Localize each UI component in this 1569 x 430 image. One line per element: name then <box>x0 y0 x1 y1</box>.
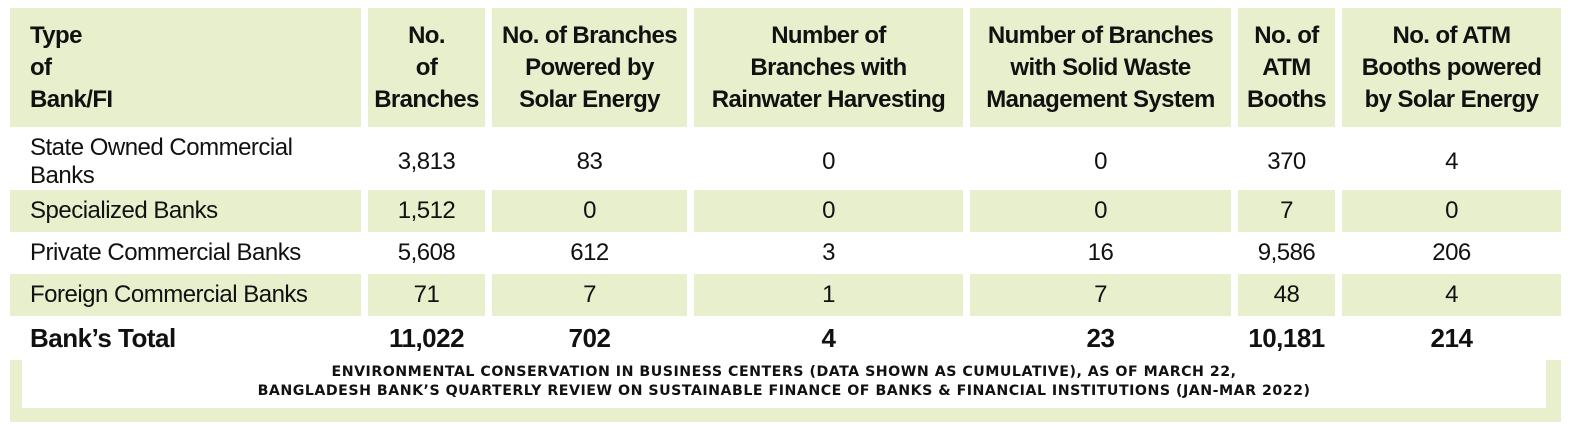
branches-table: Type of Bank/FI No. of Branches No. of Branc… <box>10 8 1561 360</box>
table-row: State Owned Commercial Banks 3,813 83 0 … <box>10 134 1561 190</box>
table-row: Specialized Banks 1,512 0 0 0 7 0 <box>10 190 1561 232</box>
atm-booths-cell: 9,586 <box>1238 232 1342 274</box>
header-rainwater-label: Number of Branches with Rainwater Harvesti… <box>711 21 946 113</box>
bank-type-cell: Specialized Banks <box>10 190 368 232</box>
header-solid-waste-label: Number of Branches with Solid Waste Manage… <box>986 21 1215 113</box>
branches-cell: 3,813 <box>368 134 492 190</box>
header-row: Type of Bank/FI No. of Branches No. of Branc… <box>10 8 1561 134</box>
solar-branches-cell: 7 <box>492 274 694 316</box>
header-rainwater: Number of Branches with Rainwater Harvesti… <box>694 8 970 134</box>
total-solid-waste-cell: 23 <box>970 316 1238 360</box>
solid-waste-cell: 0 <box>970 190 1238 232</box>
solar-atm-cell: 4 <box>1342 134 1561 190</box>
solar-atm-cell: 206 <box>1342 232 1561 274</box>
solar-branches-cell: 83 <box>492 134 694 190</box>
table-row: Private Commercial Banks 5,608 612 3 16 … <box>10 232 1561 274</box>
bank-type-cell: State Owned Commercial Banks <box>10 134 368 190</box>
branches-cell: 71 <box>368 274 492 316</box>
caption-line-1: ENVIRONMENTAL CONSERVATION IN BUSINESS C… <box>331 364 1237 380</box>
header-solar-atm-label: No. of ATM Booths powered by Solar Energy <box>1361 21 1542 113</box>
rainwater-cell: 0 <box>694 134 970 190</box>
source-caption: ENVIRONMENTAL CONSERVATION IN BUSINESS C… <box>22 357 1546 408</box>
header-solar-branches: No. of Branches Powered by Solar Energy <box>492 8 694 134</box>
total-branches-cell: 11,022 <box>368 316 492 360</box>
solar-branches-cell: 0 <box>492 190 694 232</box>
total-solar-atm-cell: 214 <box>1342 316 1561 360</box>
header-atm-booths-label: No. of ATM Booths <box>1246 21 1327 113</box>
bank-type-cell: Foreign Commercial Banks <box>10 274 368 316</box>
total-solar-branches-cell: 702 <box>492 316 694 360</box>
bank-type-cell: Private Commercial Banks <box>10 232 368 274</box>
total-row: Bank’s Total 11,022 702 4 23 10,181 214 <box>10 316 1561 360</box>
total-rainwater-cell: 4 <box>694 316 970 360</box>
atm-booths-cell: 370 <box>1238 134 1342 190</box>
atm-booths-cell: 7 <box>1238 190 1342 232</box>
solid-waste-cell: 7 <box>970 274 1238 316</box>
solid-waste-cell: 16 <box>970 232 1238 274</box>
header-atm-booths: No. of ATM Booths <box>1238 8 1342 134</box>
caption-line-2: BANGLADESH BANK’S QUARTERLY REVIEW ON SU… <box>257 383 1311 399</box>
atm-booths-cell: 48 <box>1238 274 1342 316</box>
solar-atm-cell: 4 <box>1342 274 1561 316</box>
total-label-cell: Bank’s Total <box>10 316 368 360</box>
header-type-label: Type of Bank/FI <box>30 21 113 113</box>
table-row: Foreign Commercial Banks 71 7 1 7 48 4 <box>10 274 1561 316</box>
header-branches: No. of Branches <box>368 8 492 134</box>
header-solar-branches-label: No. of Branches Powered by Solar Energy <box>501 21 678 113</box>
rainwater-cell: 0 <box>694 190 970 232</box>
header-solar-atm: No. of ATM Booths powered by Solar Energy <box>1342 8 1561 134</box>
solar-atm-cell: 0 <box>1342 190 1561 232</box>
solid-waste-cell: 0 <box>970 134 1238 190</box>
header-type: Type of Bank/FI <box>10 8 368 134</box>
total-atm-booths-cell: 10,181 <box>1238 316 1342 360</box>
branches-cell: 1,512 <box>368 190 492 232</box>
solar-branches-cell: 612 <box>492 232 694 274</box>
branches-cell: 5,608 <box>368 232 492 274</box>
header-branches-label: No. of Branches <box>374 21 479 113</box>
header-solid-waste: Number of Branches with Solid Waste Manage… <box>970 8 1238 134</box>
rainwater-cell: 3 <box>694 232 970 274</box>
rainwater-cell: 1 <box>694 274 970 316</box>
